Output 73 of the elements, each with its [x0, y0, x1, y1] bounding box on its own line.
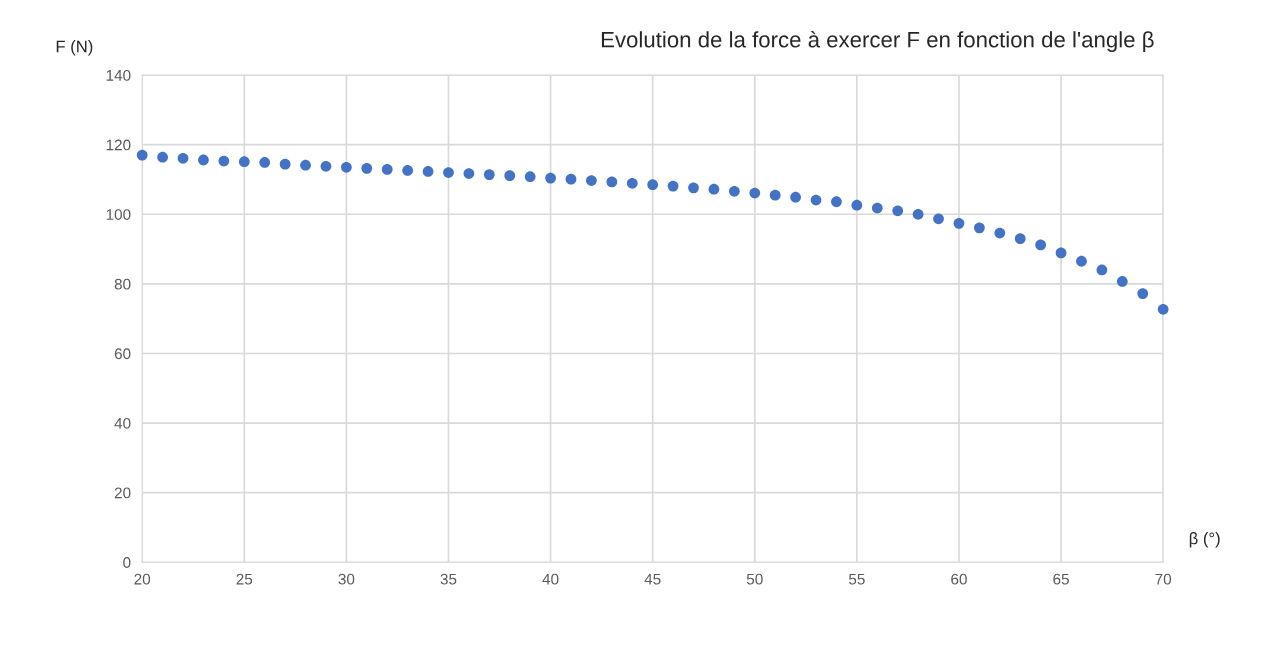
- point: [647, 179, 659, 191]
- point: [851, 199, 863, 211]
- point: [728, 185, 740, 197]
- point: [218, 155, 230, 167]
- x-tick-label: 25: [236, 573, 253, 585]
- point: [300, 159, 311, 171]
- y-tick-label: 20: [114, 487, 131, 499]
- point: [157, 151, 168, 163]
- y-tick-label: 80: [114, 278, 131, 290]
- x-tick-label: 65: [1053, 573, 1069, 585]
- y-tick-label: 60: [114, 348, 131, 360]
- point: [708, 183, 720, 195]
- point: [381, 164, 393, 175]
- point: [769, 189, 781, 201]
- point: [953, 217, 965, 229]
- y-tick-label: 140: [106, 69, 131, 81]
- point: [1055, 247, 1067, 259]
- y-tick-label: 120: [106, 139, 131, 151]
- y-tick-label: 0: [123, 557, 131, 568]
- point: [279, 158, 291, 170]
- point: [912, 208, 924, 220]
- point: [361, 162, 373, 174]
- point: [1137, 288, 1149, 299]
- point: [831, 196, 842, 208]
- y-tick-label: 40: [114, 417, 131, 429]
- point: [994, 227, 1006, 239]
- point: [422, 166, 434, 177]
- point: [626, 177, 638, 189]
- x-tick-label: 60: [951, 573, 967, 585]
- point: [504, 170, 516, 182]
- point: [259, 157, 271, 168]
- point: [933, 213, 944, 225]
- y-tick-label: 100: [106, 209, 131, 220]
- x-tick-label: 40: [542, 573, 559, 585]
- chart-title: Evolution de la force à exercer F en fonction de l'angle β: [601, 30, 1154, 52]
- point: [892, 205, 904, 217]
- x-tick-label: 70: [1155, 573, 1172, 585]
- x-tick-label: 45: [644, 573, 661, 585]
- point: [463, 168, 475, 179]
- point: [443, 167, 454, 178]
- point: [1014, 233, 1026, 245]
- x-tick-label: 20: [134, 573, 151, 585]
- x-axis-title: β (°): [1189, 532, 1220, 548]
- point: [688, 182, 699, 194]
- point: [483, 169, 495, 180]
- point: [1157, 303, 1169, 315]
- x-tick-label: 35: [440, 573, 457, 585]
- point: [1035, 239, 1047, 251]
- point: [810, 194, 822, 206]
- point: [586, 175, 597, 186]
- point: [749, 187, 761, 199]
- point: [198, 154, 209, 166]
- x-tick-label: 55: [848, 573, 865, 585]
- point: [606, 176, 618, 188]
- point: [790, 191, 801, 203]
- point: [545, 172, 556, 184]
- point: [320, 160, 332, 172]
- point: [238, 156, 250, 168]
- point: [871, 202, 883, 214]
- point: [1116, 276, 1128, 287]
- point: [974, 222, 985, 234]
- point: [341, 161, 352, 173]
- point: [565, 173, 577, 185]
- point: [402, 165, 414, 176]
- point: [667, 180, 679, 192]
- point: [1076, 255, 1087, 267]
- x-tick-label: 30: [338, 573, 355, 585]
- x-tick-label: 50: [746, 573, 763, 585]
- point: [524, 171, 536, 183]
- point: [177, 152, 189, 164]
- point: [1096, 264, 1108, 276]
- point: [136, 149, 148, 161]
- y-axis-title: F (N): [56, 40, 93, 56]
